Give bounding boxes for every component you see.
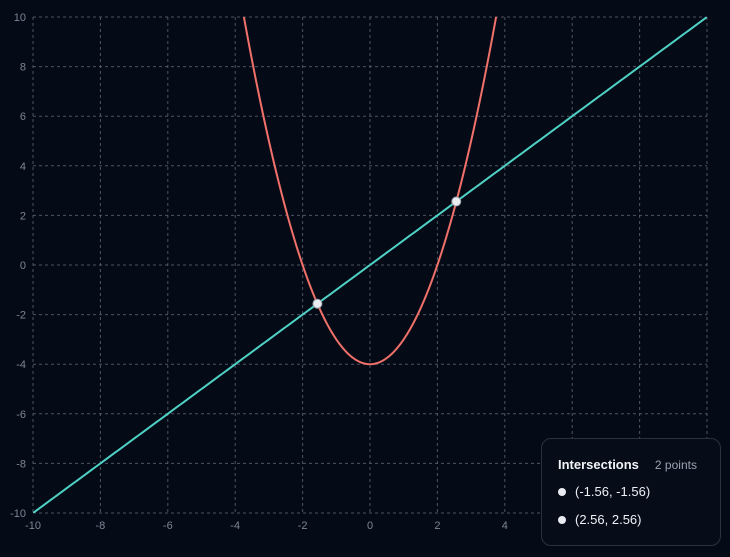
x-tick-label: -2 [298, 520, 308, 532]
x-tick-label: -10 [25, 520, 41, 532]
panel-title: Intersections [558, 457, 639, 472]
y-tick-label: -6 [16, 409, 26, 421]
x-tick-label: -4 [230, 520, 240, 532]
y-tick-label: -2 [16, 310, 26, 322]
intersection-item[interactable]: (-1.56, -1.56) [558, 484, 720, 499]
points-count: 2 points [654, 458, 697, 472]
intersections-panel: Intersections 2 points (-1.56, -1.56) (2… [541, 438, 721, 546]
x-tick-label: -6 [163, 520, 173, 532]
y-tick-label: 10 [14, 12, 26, 24]
x-tick-label: 0 [367, 520, 373, 532]
panel-header: Intersections 2 points [558, 457, 720, 472]
intersection-point [312, 298, 323, 309]
y-tick-label: 0 [20, 260, 26, 272]
tick-labels: -10 -8 -6 -4 -2 0 2 4 10 8 6 4 2 0 -2 -4 -6 -8 -10 [10, 12, 508, 532]
intersection-label: (2.56, 2.56) [575, 512, 642, 527]
x-tick-label: 2 [434, 520, 440, 532]
intersection-item[interactable]: (2.56, 2.56) [558, 512, 720, 527]
y-tick-label: 4 [20, 161, 26, 173]
y-tick-label: 6 [20, 111, 26, 123]
x-tick-label: 4 [502, 520, 508, 532]
x-tick-label: -8 [96, 520, 106, 532]
y-tick-label: -8 [16, 458, 26, 470]
y-tick-label: -10 [10, 508, 26, 520]
y-tick-label: -4 [16, 359, 26, 371]
intersection-points [312, 196, 462, 309]
point-dot-icon [558, 515, 566, 524]
y-tick-label: 2 [20, 210, 26, 222]
point-dot-icon [558, 487, 566, 496]
parabola-curve [242, 17, 498, 366]
line-curve [33, 17, 707, 513]
y-tick-label: 8 [20, 62, 26, 74]
curves [33, 17, 707, 513]
intersection-point [451, 196, 462, 207]
intersection-label: (-1.56, -1.56) [575, 484, 651, 499]
